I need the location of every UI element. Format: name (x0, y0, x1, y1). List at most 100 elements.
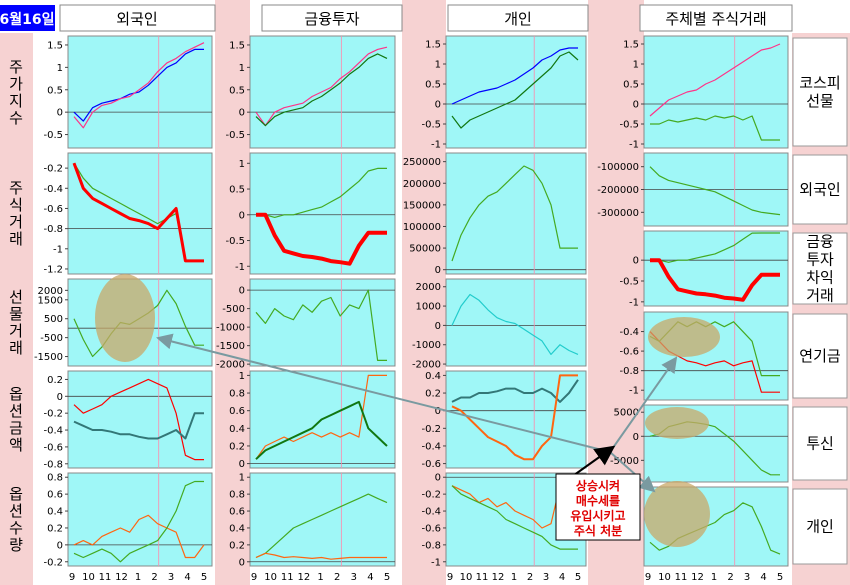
x-tick-label: 11 (99, 572, 112, 583)
y-tick-label: -0.4 (421, 507, 441, 518)
y-tick-label: 0.6 (229, 507, 245, 518)
panel-c-2-3: 0.4 0.2 0 -0.2 -0.4 -0.6 (421, 370, 587, 470)
y-tick-label: 250000 (403, 157, 441, 168)
panel-bg (249, 278, 396, 367)
y-tick-label: -0.6 (619, 347, 639, 358)
series-line-teal (73, 412, 204, 440)
y-tick-label: 0 (633, 432, 639, 443)
y-tick-label: 0 (239, 210, 245, 221)
y-tick-label: -0.5 (43, 130, 63, 141)
series-line-green (256, 167, 387, 218)
y-tick-label: -0.4 (619, 327, 639, 338)
x-tick-label: 3 (543, 572, 549, 583)
right-label-1: 외국인 (799, 181, 840, 199)
series-line-orange (451, 374, 578, 461)
y-tick-label: -0.2 (43, 557, 63, 568)
y-tick-label: -0.4 (43, 426, 63, 437)
right-label-box (792, 154, 848, 225)
row-labels: 주 가 지 수주 식 거 래선 물 거 래옵 션 금 액옵 션 수 량 (9, 58, 23, 554)
y-tick-label: 0.2 (229, 441, 245, 452)
header-box-individual (447, 4, 589, 32)
y-tick-label: 0.5 (47, 85, 63, 96)
y-tick-label: 0.2 (47, 375, 63, 386)
series-line-green (255, 493, 388, 559)
y-tick-label: 0 (435, 473, 441, 484)
y-tick-label: -1 (629, 140, 639, 151)
panel-c-2-2: 2000 1000 0 -1000 -2000 (412, 278, 587, 371)
y-tick-label: 1.5 (425, 40, 441, 51)
y-tick-label: -300000 (597, 208, 639, 219)
y-tick-label: 5000 (614, 408, 639, 419)
panel-c-2-1: 250000 200000 150000 100000 50000 0 (403, 152, 587, 276)
series-line-cyan (451, 293, 579, 355)
x-tick-label: 9 (251, 572, 257, 583)
panel-c-1-3: 1 0.8 0.6 0.4 0.2 0 (229, 370, 396, 470)
highlight-ellipse-trust (645, 407, 709, 439)
y-tick-label: 0.5 (623, 80, 639, 91)
x-tick-label: 5 (384, 572, 390, 583)
y-tick-label: 0.8 (229, 490, 245, 501)
y-tick-label: 1500 (38, 295, 63, 306)
y-tick-label: -0.8 (421, 540, 441, 551)
y-tick-label: 0.4 (229, 424, 245, 435)
y-tick-label: 0 (239, 557, 245, 568)
y-tick-label: -0.5 (421, 120, 441, 131)
y-tick-label: 1 (633, 60, 639, 71)
panel-c-0-4: 0.8 0.6 0.4 0.2 0 -0.2 (43, 472, 213, 568)
y-tick-label: -0.6 (421, 523, 441, 534)
x-tick-label: 9 (645, 572, 651, 583)
x-tick-label: 2 (527, 572, 533, 583)
y-tick-label: 0 (239, 108, 245, 119)
series-line-orange (255, 552, 387, 560)
gutter (0, 33, 33, 585)
y-tick-label: 1 (239, 63, 245, 74)
x-tick-label: 1 (711, 572, 717, 583)
series-line-dark_green (451, 51, 579, 129)
y-tick-label: -1000 (412, 340, 441, 351)
y-tick-label: -0.8 (43, 459, 63, 470)
y-tick-label: -100000 (597, 162, 639, 173)
y-tick-label: 0 (633, 256, 639, 267)
y-tick-label: 0.8 (47, 473, 63, 484)
x-tick-label: 5 (201, 572, 207, 583)
x-tick-label: 10 (658, 572, 671, 583)
arrow-to-foreign-futures (156, 333, 611, 453)
x-tick-label: 10 (460, 572, 473, 583)
date-badge (0, 5, 55, 31)
y-tick-label: 200000 (403, 179, 441, 190)
series-line-magenta (649, 43, 781, 117)
y-tick-label: -0.2 (43, 409, 63, 420)
y-tick-label: -1500 (34, 352, 63, 363)
y-tick-label: -0.5 (619, 277, 639, 288)
panel-bg (445, 35, 587, 149)
panel-c-1-0: 1.5 1 0.5 0 -0.5 (225, 35, 396, 149)
x-tick-label: 1 (135, 572, 141, 583)
y-tick-label: -2000 (216, 360, 245, 371)
y-tick-label: -0.6 (43, 442, 63, 453)
y-tick-label: -5000 (610, 456, 639, 467)
y-tick-label: 1 (57, 63, 63, 74)
y-tick-label: -1 (629, 386, 639, 397)
series-line-green (451, 165, 578, 262)
right-label-box (792, 406, 848, 481)
series-line-green (73, 480, 204, 563)
annotation-box (555, 473, 641, 541)
x-tick-label: 1 (511, 572, 517, 583)
y-tick-label: 1.5 (623, 40, 639, 51)
series-line-green (650, 115, 780, 141)
y-tick-label: 0.6 (47, 490, 63, 501)
y-tick-label: 1 (239, 159, 245, 170)
y-tick-label: 50000 (409, 244, 441, 255)
panel-c-0-1: -0.2 -0.4 -0.6 -0.8 -1 -1.2 (43, 152, 213, 275)
x-tick-label: 2 (334, 572, 340, 583)
series-line-magenta (255, 46, 388, 127)
y-tick-label: -1.2 (43, 264, 63, 275)
panel-bg (67, 370, 213, 469)
column-headers: 6월16일 외국인 금융투자 개인 주체별 주식거래 (0, 4, 793, 32)
header-box-financial (261, 4, 403, 32)
